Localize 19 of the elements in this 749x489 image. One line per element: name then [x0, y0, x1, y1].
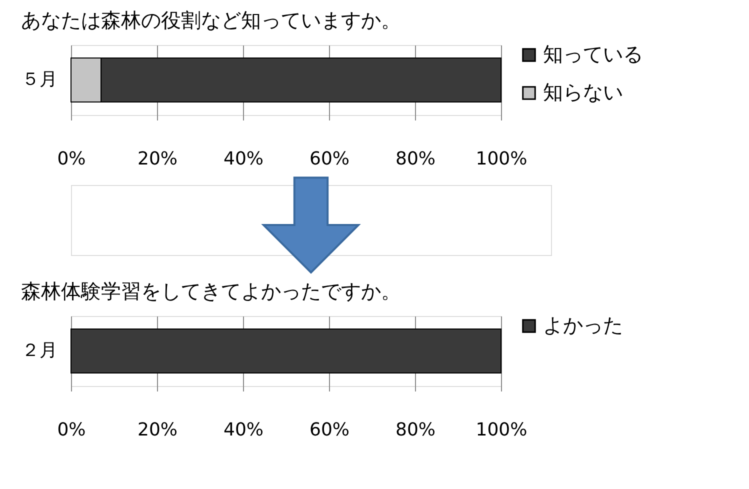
- x-tick-label: 20%: [137, 148, 178, 170]
- x-tick-label: 80%: [395, 420, 436, 440]
- y-tick-label: ５月: [22, 69, 58, 90]
- x-tick-label: 60%: [309, 420, 350, 440]
- chart-title: あなたは森林の役割など知っていますか。: [21, 10, 401, 32]
- x-tick-label: 0%: [57, 420, 86, 440]
- x-tick-label: 80%: [395, 148, 436, 170]
- legend-label: 知っている: [543, 42, 643, 66]
- x-tick-label: 100%: [476, 148, 528, 170]
- legend-label: よかった: [543, 313, 623, 337]
- x-tick-label: 40%: [223, 420, 264, 440]
- x-tick-label: 20%: [137, 420, 178, 440]
- x-tick-label: 40%: [223, 148, 264, 170]
- y-tick-label: ２月: [22, 340, 58, 361]
- chart-title: 森林体験学習をしてきてよかったですか。: [21, 281, 401, 303]
- legend-label: 知らない: [543, 80, 623, 104]
- x-tick-label: 60%: [309, 148, 350, 170]
- x-tick-label: 0%: [57, 148, 86, 170]
- x-tick-label: 100%: [476, 420, 528, 440]
